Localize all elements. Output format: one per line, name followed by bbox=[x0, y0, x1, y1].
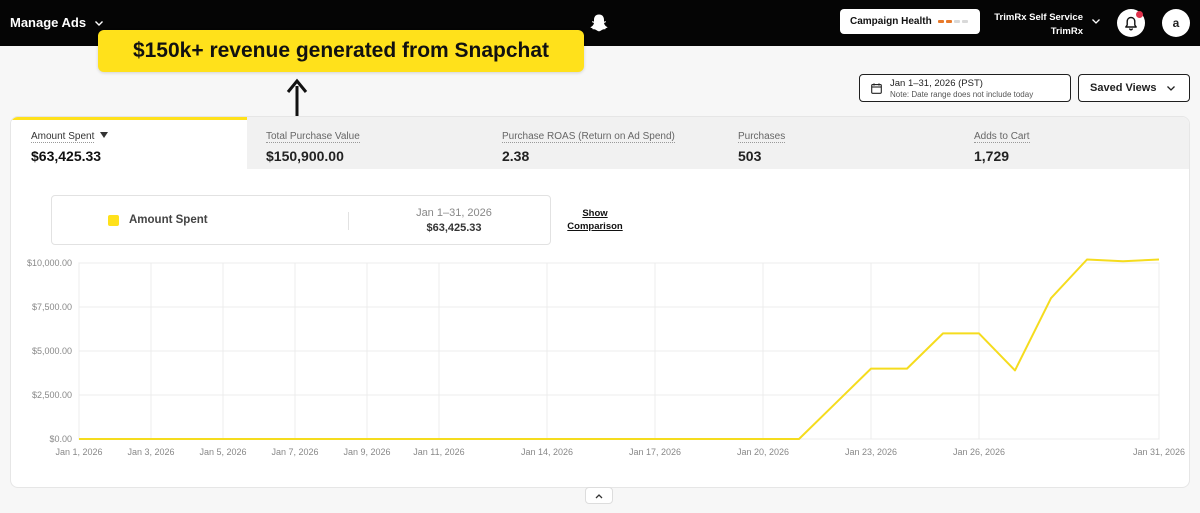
calendar-icon bbox=[871, 83, 882, 94]
saved-views-dropdown[interactable]: Saved Views bbox=[1078, 74, 1190, 102]
x-tick-label: Jan 17, 2026 bbox=[629, 447, 681, 457]
snapchat-ghost-icon[interactable] bbox=[589, 13, 609, 33]
metric-value: $63,425.33 bbox=[31, 148, 102, 164]
metric-value: $150,900.00 bbox=[266, 148, 344, 164]
chevron-down-icon bbox=[1167, 86, 1176, 91]
saved-views-label: Saved Views bbox=[1090, 82, 1157, 94]
x-tick-label: Jan 5, 2026 bbox=[199, 447, 246, 457]
manage-ads-menu[interactable]: Manage Ads bbox=[10, 15, 104, 30]
arrow-up-icon bbox=[286, 78, 308, 120]
metric-label: Total Purchase Value bbox=[266, 131, 360, 143]
metric-label: Adds to Cart bbox=[974, 131, 1030, 143]
x-tick-label: Jan 31, 2026 bbox=[1133, 447, 1185, 457]
legend-date-range: Jan 1–31, 2026 bbox=[416, 207, 492, 219]
caret-down-icon[interactable] bbox=[100, 131, 109, 138]
x-tick-label: Jan 3, 2026 bbox=[127, 447, 174, 457]
metric-label: Amount Spent bbox=[31, 131, 95, 143]
metric-tab-total-purchase-value[interactable]: Total Purchase Value $150,900.00 bbox=[247, 117, 483, 169]
x-tick-label: Jan 26, 2026 bbox=[953, 447, 1005, 457]
account-switcher[interactable]: TrimRx Self Service TrimRx bbox=[990, 11, 1083, 39]
notification-badge bbox=[1136, 11, 1143, 18]
metric-tabs: Amount Spent $63,425.33 Total Purchase V… bbox=[11, 117, 1189, 169]
chevron-down-icon[interactable] bbox=[1091, 16, 1101, 26]
health-bar-segment bbox=[953, 20, 960, 23]
metrics-card: Amount Spent $63,425.33 Total Purchase V… bbox=[10, 116, 1190, 488]
health-bar-segment bbox=[961, 20, 968, 23]
y-tick-label: $5,000.00 bbox=[32, 346, 72, 356]
show-comparison-line-1: Show bbox=[582, 208, 608, 219]
series-line-amount-spent bbox=[79, 258, 1160, 440]
metric-label: Purchase ROAS (Return on Ad Spend) bbox=[502, 131, 675, 143]
campaign-health-button[interactable]: Campaign Health bbox=[840, 9, 980, 34]
health-bar-segment bbox=[945, 20, 952, 23]
account-name: TrimRx Self Service bbox=[994, 12, 1083, 23]
legend-swatch bbox=[108, 215, 119, 226]
legend-total: $63,425.33 bbox=[426, 222, 482, 234]
line-chart: $0.00 $2,500.00 $5,000.00 $7,500.00 $10,000.… bbox=[27, 258, 1185, 457]
date-range-note: Note: Date range does not include today bbox=[890, 90, 1034, 99]
y-tick-label: $0.00 bbox=[49, 434, 72, 444]
y-tick-label: $7,500.00 bbox=[32, 302, 72, 312]
x-tick-label: Jan 1, 2026 bbox=[55, 447, 102, 457]
account-org: TrimRx bbox=[1050, 26, 1083, 37]
metric-tab-purchases[interactable]: Purchases 503 bbox=[719, 117, 955, 169]
metric-value: 1,729 bbox=[974, 148, 1010, 164]
campaign-health-label: Campaign Health bbox=[850, 16, 932, 27]
metric-tab-adds-to-cart[interactable]: Adds to Cart 1,729 bbox=[955, 117, 1189, 169]
avatar[interactable]: a bbox=[1162, 9, 1190, 37]
x-tick-label: Jan 11, 2026 bbox=[413, 447, 464, 457]
health-bar-segment bbox=[937, 20, 944, 23]
metric-tab-amount-spent[interactable]: Amount Spent $63,425.33 bbox=[11, 117, 247, 169]
x-tick-label: Jan 14, 2026 bbox=[521, 447, 573, 457]
y-tick-label: $10,000.00 bbox=[27, 258, 72, 268]
campaign-health-indicator bbox=[937, 20, 968, 23]
bell-icon bbox=[1125, 16, 1137, 30]
metric-label: Purchases bbox=[738, 131, 786, 143]
annotation-callout: $150k+ revenue generated from Snapchat bbox=[98, 30, 584, 72]
show-comparison-link[interactable]: Show Comparison bbox=[563, 207, 627, 233]
x-tick-label: Jan 7, 2026 bbox=[271, 447, 318, 457]
metric-value: 2.38 bbox=[502, 148, 530, 164]
x-tick-label: Jan 23, 2026 bbox=[845, 447, 897, 457]
date-range-label: Jan 1–31, 2026 (PST) bbox=[890, 78, 983, 89]
show-comparison-line-2: Comparison bbox=[567, 221, 623, 232]
y-tick-label: $2,500.00 bbox=[32, 390, 72, 400]
legend-divider bbox=[348, 212, 349, 230]
chevron-up-icon bbox=[595, 493, 603, 498]
collapse-button[interactable] bbox=[585, 487, 613, 504]
chart-legend: Amount Spent Jan 1–31, 2026 $63,425.33 bbox=[51, 195, 551, 245]
x-tick-label: Jan 20, 2026 bbox=[737, 447, 789, 457]
date-range-picker[interactable]: Jan 1–31, 2026 (PST) Note: Date range do… bbox=[859, 74, 1071, 102]
metric-value: 503 bbox=[738, 148, 762, 164]
chevron-down-icon bbox=[95, 20, 104, 26]
manage-ads-label: Manage Ads bbox=[10, 15, 87, 30]
legend-series-name: Amount Spent bbox=[129, 214, 208, 226]
metric-tab-purchase-roas[interactable]: Purchase ROAS (Return on Ad Spend) 2.38 bbox=[483, 117, 719, 169]
notifications-button[interactable] bbox=[1117, 9, 1145, 37]
x-tick-label: Jan 9, 2026 bbox=[343, 447, 390, 457]
